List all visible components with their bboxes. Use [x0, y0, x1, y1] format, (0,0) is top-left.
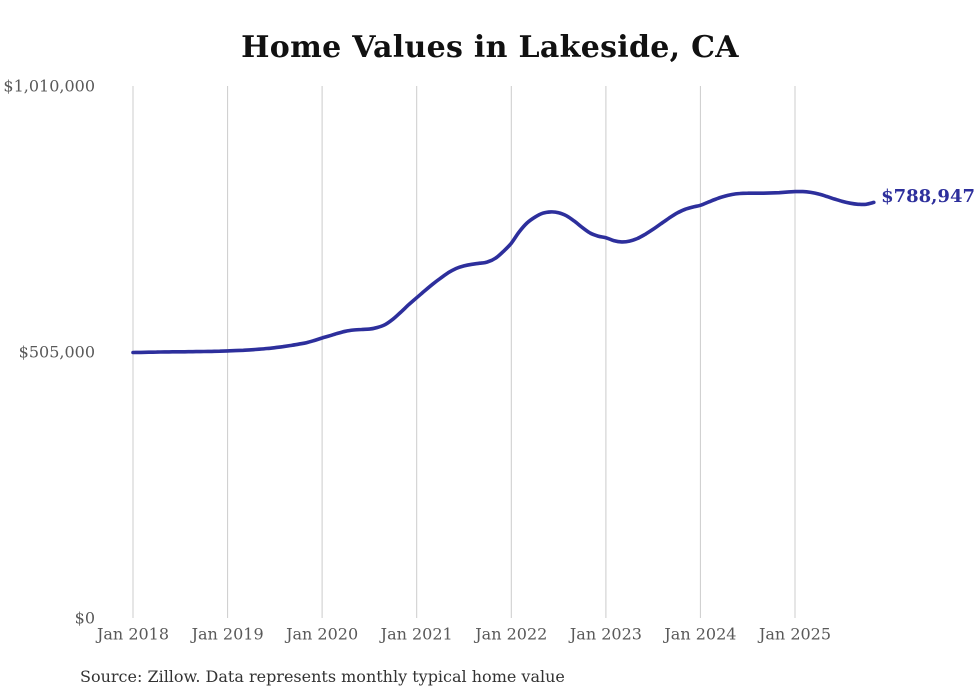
x-tick-label: Jan 2021: [379, 625, 453, 644]
source-note: Source: Zillow. Data represents monthly …: [80, 667, 565, 686]
x-tick-label: Jan 2019: [190, 625, 264, 644]
x-tick-label: Jan 2023: [568, 625, 642, 644]
y-tick-label: $1,010,000: [3, 77, 95, 96]
x-tick-label: Jan 2022: [473, 625, 547, 644]
chart-title: Home Values in Lakeside, CA: [241, 30, 739, 65]
value-line: [131, 189, 876, 355]
x-tick-label: Jan 2025: [757, 625, 831, 644]
y-tick-label: $0: [75, 609, 95, 628]
x-tick-label: Jan 2024: [662, 625, 736, 644]
x-tick-label: Jan 2020: [284, 625, 358, 644]
x-tick-label: Jan 2018: [95, 625, 169, 644]
current-value-label: $788,947: [881, 186, 975, 207]
y-tick-label: $505,000: [19, 343, 95, 362]
